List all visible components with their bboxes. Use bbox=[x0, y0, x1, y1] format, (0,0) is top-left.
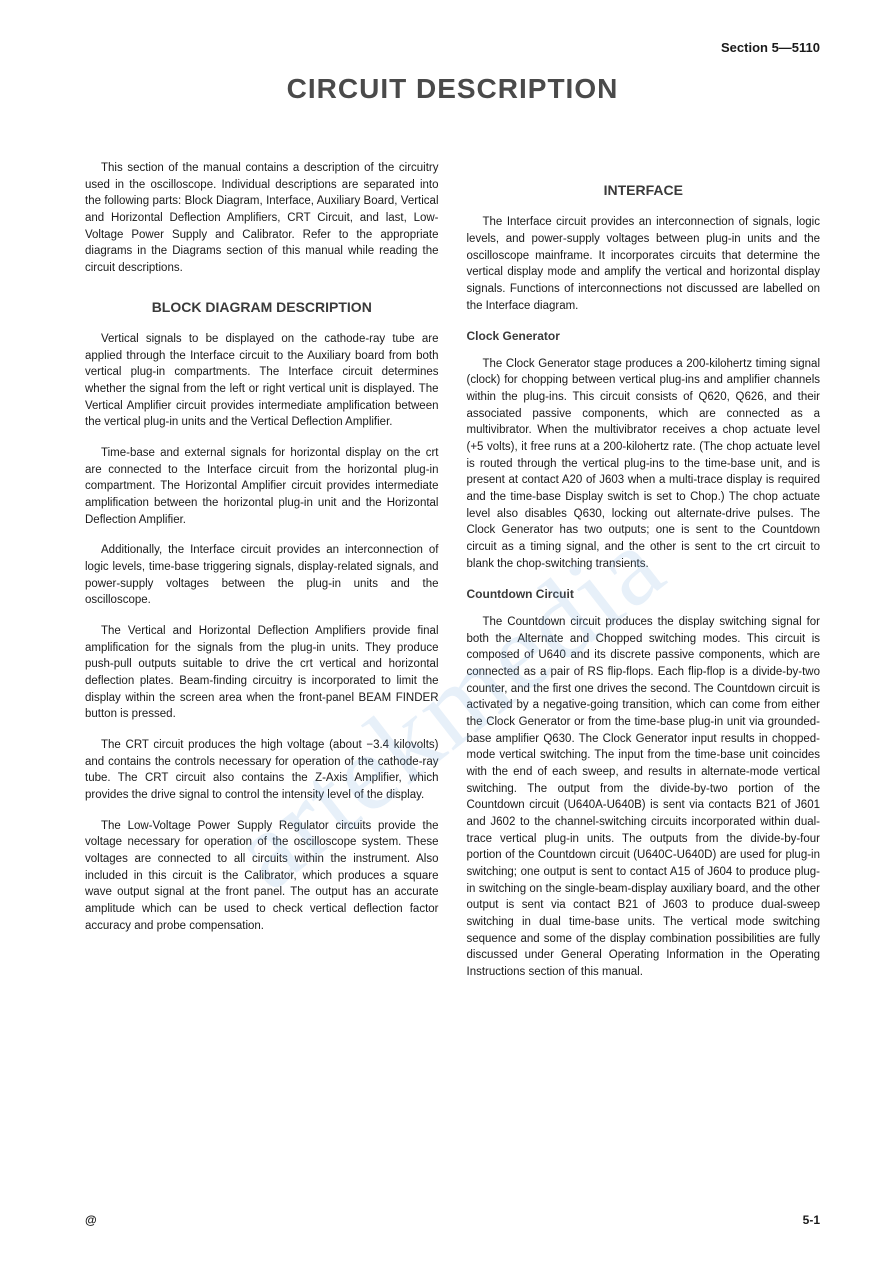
intro-paragraph: This section of the manual contains a de… bbox=[85, 160, 439, 277]
interface-heading: INTERFACE bbox=[467, 180, 821, 200]
block-diagram-heading: BLOCK DIAGRAM DESCRIPTION bbox=[85, 297, 439, 317]
block-p2: Time-base and external signals for horiz… bbox=[85, 445, 439, 528]
countdown-p1: The Countdown circuit produces the displ… bbox=[467, 614, 821, 981]
countdown-heading: Countdown Circuit bbox=[467, 586, 821, 603]
interface-p1: The Interface circuit provides an interc… bbox=[467, 214, 821, 314]
main-title: CIRCUIT DESCRIPTION bbox=[85, 73, 820, 105]
clock-generator-heading: Clock Generator bbox=[467, 328, 821, 345]
block-p6: The Low-Voltage Power Supply Regulator c… bbox=[85, 818, 439, 935]
footer-right: 5-1 bbox=[803, 1213, 820, 1227]
body-columns: This section of the manual contains a de… bbox=[85, 160, 820, 995]
block-p4: The Vertical and Horizontal Deflection A… bbox=[85, 623, 439, 723]
section-header: Section 5—5110 bbox=[85, 40, 820, 55]
block-p5: The CRT circuit produces the high voltag… bbox=[85, 737, 439, 804]
block-p1: Vertical signals to be displayed on the … bbox=[85, 331, 439, 431]
block-p3: Additionally, the Interface circuit prov… bbox=[85, 542, 439, 609]
page-footer: @ 5-1 bbox=[85, 1213, 820, 1227]
clock-p1: The Clock Generator stage produces a 200… bbox=[467, 356, 821, 573]
footer-left: @ bbox=[85, 1213, 97, 1227]
